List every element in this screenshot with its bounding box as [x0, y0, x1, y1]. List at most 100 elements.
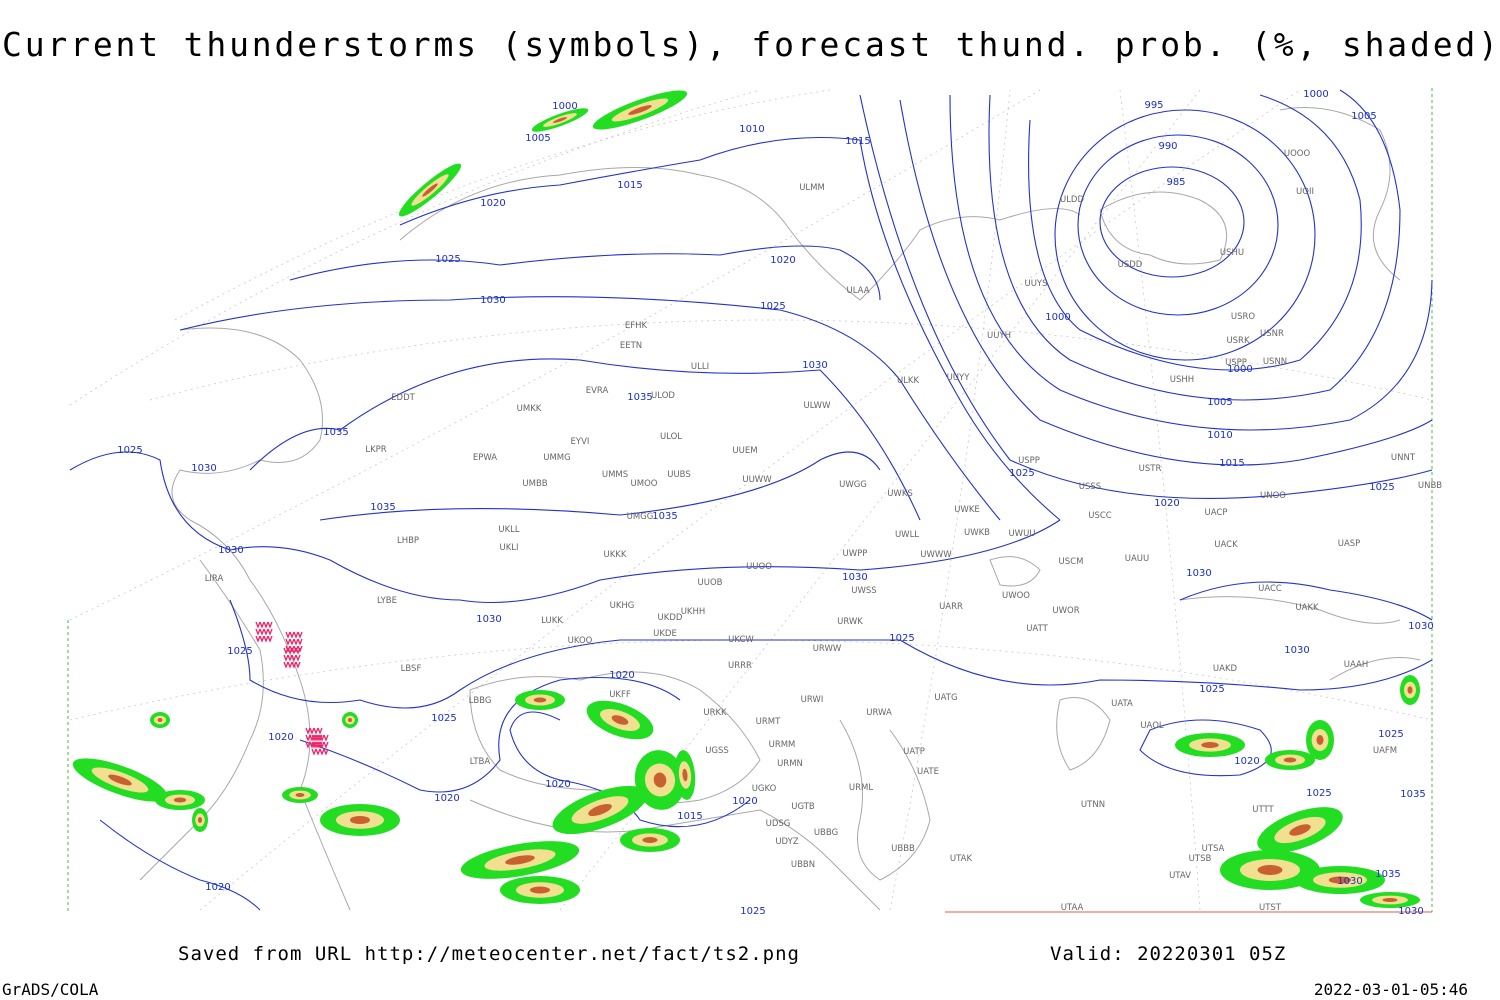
thunderstorm-symbols: [255, 621, 329, 756]
station-label: UUOB: [698, 578, 723, 588]
station-label: UTSB: [1189, 854, 1212, 864]
station-label: UMKK: [517, 404, 542, 414]
isobar-label: 1005: [525, 133, 550, 144]
isobar-label: 1035: [323, 427, 348, 438]
station-label: LIRA: [205, 574, 224, 584]
station-label: LHBP: [397, 536, 419, 546]
valid-time: Valid: 20220301 05Z: [1050, 943, 1286, 965]
isobar-label: 1020: [434, 793, 459, 804]
prob-high: [295, 793, 305, 797]
station-label: URKK: [703, 708, 727, 718]
isobar-label: 1035: [1400, 789, 1425, 800]
isobar-label: 1005: [1207, 397, 1232, 408]
graticule-line: [199, 89, 1301, 911]
isobars: [69, 89, 1433, 911]
station-label: UNOO: [1260, 491, 1286, 501]
storm-symbol: [313, 727, 319, 735]
station-label: LKPR: [365, 445, 386, 455]
coastlines: [139, 107, 1421, 911]
storm-symbol: [313, 734, 319, 742]
prob-high: [1382, 898, 1398, 902]
isobar-label: 1030: [476, 614, 501, 625]
station-label: UMBB: [522, 479, 547, 489]
station-label: UUBS: [667, 470, 691, 480]
station-label: UWWW: [920, 550, 952, 560]
prob-high: [422, 183, 438, 197]
station-label: UKFF: [609, 690, 631, 700]
storm-symbol: [315, 748, 321, 756]
storm-symbol: [293, 631, 299, 639]
station-label: EVRA: [586, 386, 609, 396]
storm-symbol: [323, 748, 329, 756]
storm-symbol: [295, 661, 301, 669]
station-label: UTST: [1259, 903, 1282, 913]
storm-symbol: [311, 748, 317, 756]
station-label: UKDD: [658, 613, 683, 623]
station-label: UTAK: [950, 854, 973, 864]
isobar-label: 1000: [1303, 89, 1328, 100]
prob-high: [682, 768, 688, 782]
storm-symbol: [267, 621, 273, 629]
isobar-label: 1000: [1227, 364, 1252, 375]
isobar-label: 1025: [431, 713, 456, 724]
station-label: LTBA: [470, 757, 491, 767]
isobar-label: 1035: [627, 392, 652, 403]
storm-symbol: [319, 748, 325, 756]
isobar-label: 1025: [227, 646, 252, 657]
isobar-label: 1035: [652, 511, 677, 522]
prob-high: [348, 718, 352, 722]
isobar-label: 1025: [1369, 482, 1394, 493]
station-label: URRR: [728, 661, 752, 671]
storm-symbol: [293, 645, 299, 653]
storm-symbol: [295, 654, 301, 662]
station-label: UDSG: [766, 819, 791, 829]
storm-symbol: [295, 647, 301, 655]
station-label: UKKK: [604, 550, 627, 560]
station-label: URMT: [756, 717, 781, 727]
station-label: UWPP: [843, 549, 868, 559]
graticule-line: [889, 89, 1011, 911]
storm-symbol: [259, 621, 265, 629]
storm-symbol: [259, 628, 265, 636]
storm-symbol: [283, 654, 289, 662]
coastline: [171, 327, 351, 911]
station-label: LBBG: [469, 696, 492, 706]
isobar-label: 990: [1158, 141, 1177, 152]
station-label: UATG: [934, 693, 957, 703]
station-label: EYVI: [571, 437, 590, 447]
station-label: USCM: [1059, 557, 1084, 567]
prob-high: [173, 797, 187, 803]
isobar-label: 1035: [370, 502, 395, 513]
prob-high: [1316, 735, 1324, 745]
station-label: UWOR: [1052, 606, 1079, 616]
isobar: [179, 296, 1001, 521]
isobar-label: 1030: [480, 295, 505, 306]
storm-symbol: [317, 741, 323, 749]
storm-symbol: [267, 635, 273, 643]
storm-symbol: [287, 661, 293, 669]
station-label: ULOL: [660, 432, 682, 442]
storm-symbol: [297, 645, 303, 653]
isobar-label: 1015: [1219, 458, 1244, 469]
prob-high: [1289, 824, 1311, 836]
map-area: [68, 88, 1432, 912]
title: Current thunderstorms (symbols), forecas…: [2, 25, 1498, 64]
saved-url: Saved from URL http://meteocenter.net/fa…: [178, 943, 800, 965]
storm-symbol: [323, 741, 329, 749]
station-label: UTAV: [1169, 871, 1191, 881]
isobar: [509, 711, 751, 828]
prob-high: [628, 105, 652, 115]
station-label: UMMG: [543, 453, 570, 463]
prob-high: [1257, 865, 1283, 875]
station-label: UAUU: [1125, 554, 1149, 564]
station-label: UKDE: [653, 629, 677, 639]
isobar-label: 1020: [732, 796, 757, 807]
prob-high: [552, 117, 568, 123]
station-label: UACK: [1214, 540, 1238, 550]
station-label: USPP: [1018, 456, 1040, 466]
station-label: UMMS: [602, 470, 628, 480]
isobar: [1179, 581, 1433, 621]
isobar: [1054, 109, 1316, 361]
coastline: [1056, 697, 1111, 771]
